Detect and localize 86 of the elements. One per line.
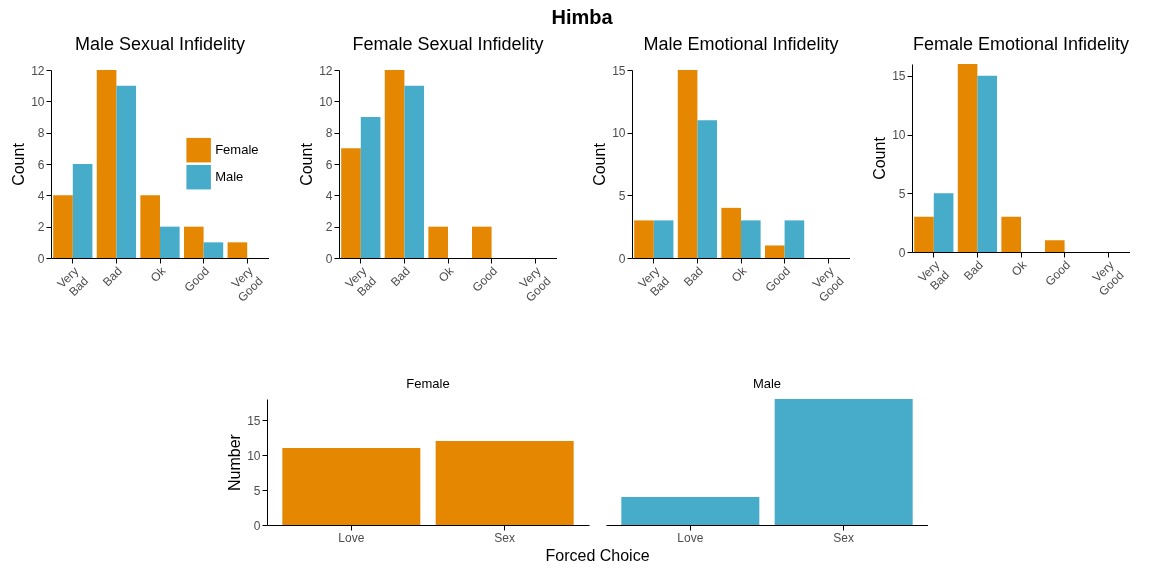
bar — [183, 226, 204, 258]
bar — [360, 117, 381, 258]
legend-label: Female — [215, 142, 259, 158]
bar — [697, 120, 718, 258]
bar — [721, 207, 741, 258]
bar — [784, 220, 805, 258]
y-tick-label: 8 — [37, 126, 45, 141]
y-tick-label: 6 — [325, 157, 333, 172]
x-tick-label: Sex — [833, 530, 855, 545]
chart-title: Female Emotional Infidelity — [912, 34, 1130, 54]
y-tick-label: 0 — [325, 251, 333, 266]
bar — [933, 193, 954, 252]
bar — [1044, 240, 1065, 252]
y-tick-label: 5 — [618, 188, 626, 203]
y-axis-title: Count — [10, 142, 28, 186]
bar — [677, 70, 698, 258]
y-tick-label: 15 — [892, 69, 906, 84]
x-tick-label: Bad — [960, 258, 986, 284]
y-tick-label: 0 — [618, 251, 626, 266]
x-tick-label: Sex — [494, 530, 516, 545]
x-tick-label: Very Bad — [54, 264, 92, 299]
legend-label: Male — [215, 169, 244, 185]
bar — [53, 195, 73, 258]
y-tick-label: 2 — [325, 220, 333, 235]
bar — [384, 70, 405, 258]
chart-title: Male — [752, 376, 782, 391]
bar — [741, 220, 761, 258]
bar — [471, 226, 492, 258]
y-axis-title: Count — [591, 142, 609, 186]
bar — [72, 164, 93, 258]
chart-title: Female — [406, 376, 450, 391]
x-tick-label: Bad — [680, 264, 706, 290]
y-tick-label: 10 — [31, 94, 45, 109]
y-tick-label: 6 — [37, 157, 45, 172]
bar — [160, 226, 180, 258]
bar — [116, 85, 137, 258]
bar — [764, 245, 785, 258]
y-tick-label: 10 — [319, 94, 333, 109]
y-tick-label: 0 — [253, 518, 261, 533]
y-tick-label: 10 — [612, 126, 626, 141]
bar — [653, 220, 674, 258]
x-tick-label: Ok — [435, 263, 458, 285]
y-tick-label: 4 — [325, 188, 333, 203]
y-tick-label: 10 — [247, 448, 261, 463]
bar — [634, 220, 654, 258]
x-tick-label: Very Bad — [342, 264, 380, 299]
bar — [428, 226, 448, 258]
y-tick-label: 4 — [37, 188, 45, 203]
x-tick-label: Ok — [147, 263, 170, 285]
bar — [140, 195, 160, 258]
y-tick-label: 8 — [325, 126, 333, 141]
x-tick-label: Very Bad — [915, 258, 953, 293]
y-axis-title: Number — [226, 433, 244, 491]
x-tick-label: Ok — [1008, 257, 1031, 279]
y-tick-label: 15 — [612, 63, 626, 78]
x-tick-label: Bad — [99, 264, 125, 290]
text: Himba — [550, 6, 614, 29]
chart-title: Male Emotional Infidelity — [643, 34, 839, 54]
bar — [227, 242, 248, 258]
y-tick-label: 0 — [898, 245, 906, 260]
y-tick-label: 5 — [253, 483, 261, 498]
y-tick-label: 5 — [898, 186, 906, 201]
x-tick-label: Ok — [728, 263, 751, 285]
bar — [341, 148, 361, 258]
bar — [957, 64, 978, 252]
y-tick-label: 0 — [37, 251, 45, 266]
bar — [96, 70, 117, 258]
x-tick-label: Very Bad — [635, 264, 673, 299]
bar — [203, 242, 224, 258]
y-tick-label: 2 — [37, 220, 45, 235]
y-axis-title: Count — [298, 142, 316, 186]
x-tick-label: Love — [338, 530, 365, 545]
x-tick-label: Bad — [387, 264, 413, 290]
y-tick-label: 15 — [247, 413, 261, 428]
bar — [914, 216, 934, 252]
x-axis-title: Forced Choice — [545, 546, 650, 564]
chart-title: Female Sexual Infidelity — [352, 34, 544, 54]
chart-title: Male Sexual Infidelity — [74, 34, 246, 54]
bar — [404, 85, 425, 258]
x-tick-label: Love — [677, 530, 704, 545]
bar — [1001, 216, 1021, 252]
y-axis-title: Count — [871, 136, 889, 180]
y-tick-label: 12 — [31, 63, 45, 78]
y-tick-label: 10 — [892, 128, 906, 142]
y-tick-label: 12 — [319, 63, 333, 78]
bar — [977, 75, 998, 252]
